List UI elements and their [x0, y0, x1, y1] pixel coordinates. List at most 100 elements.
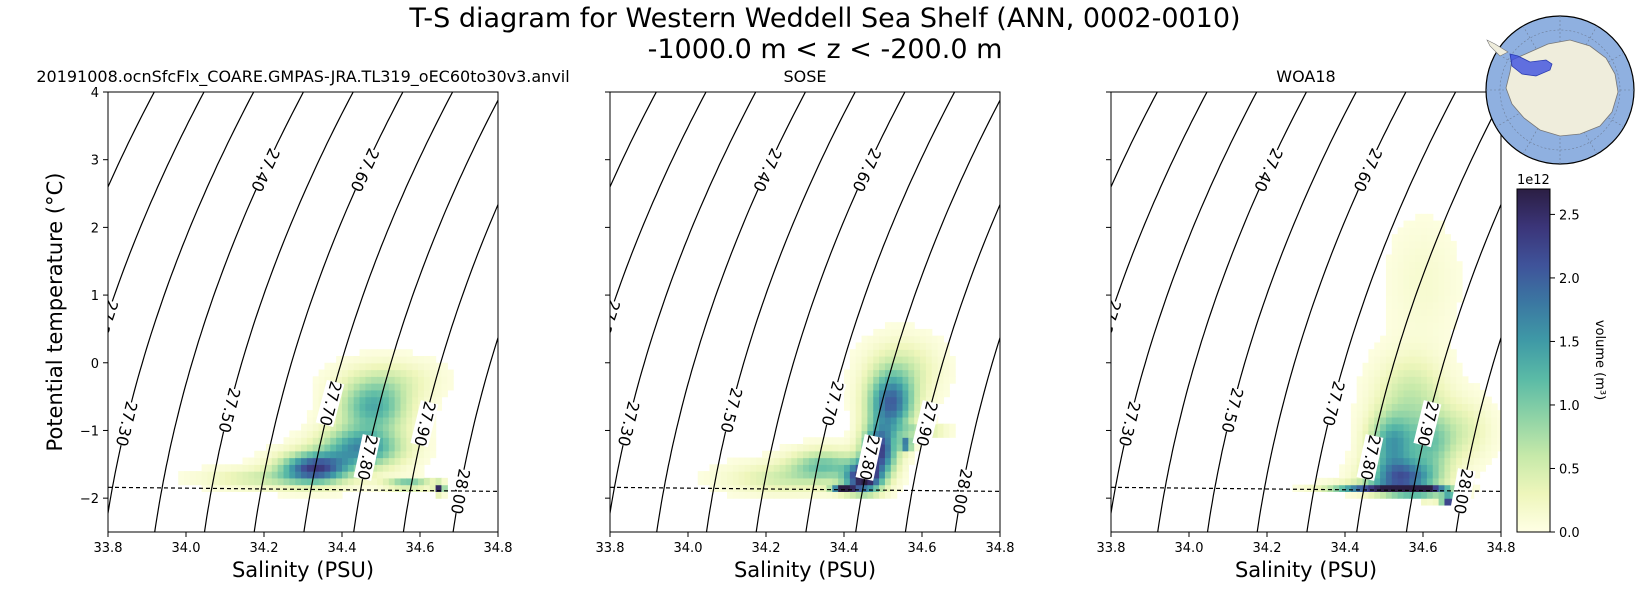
heatmap-cell [1432, 281, 1440, 289]
heatmap-cell [412, 403, 419, 411]
contour-label: 27.00 [550, 145, 587, 195]
heatmap-cell [943, 376, 950, 384]
heatmap-cell [394, 383, 402, 391]
heatmap-cell [931, 383, 939, 391]
heatmap-cell [1409, 416, 1416, 425]
heatmap-cell [394, 444, 402, 452]
heatmap-cell [727, 464, 734, 472]
heatmap-cell [943, 362, 950, 371]
density-contour-line [458, 92, 607, 532]
heatmap-cell [785, 484, 792, 492]
heatmap-cell [1415, 342, 1422, 350]
heatmap-cell [855, 457, 863, 465]
heatmap-cell [896, 396, 904, 404]
heatmap-cell [855, 389, 863, 398]
heatmap-cell [1397, 295, 1405, 303]
heatmap-cell [1426, 308, 1434, 316]
heatmap-cell [377, 369, 384, 377]
heatmap-cell [1432, 308, 1440, 316]
heatmap-cell [1421, 464, 1428, 472]
heatmap-cell [838, 491, 845, 499]
heatmap-cell [1380, 477, 1387, 486]
heatmap-cell [844, 484, 851, 492]
heatmap-cell [318, 444, 326, 452]
heatmap-cell [365, 362, 372, 371]
heatmap-cell [1362, 396, 1369, 404]
heatmap-cell [435, 491, 443, 499]
heatmap-cell [914, 335, 921, 344]
heatmap-cell [1368, 356, 1375, 364]
heatmap-cell [1385, 450, 1393, 459]
heatmap-cell [773, 477, 781, 486]
heatmap-cell [1391, 261, 1399, 269]
heatmap-cell [1374, 464, 1381, 472]
heatmap-cell [762, 484, 769, 492]
heatmap-cell [418, 477, 425, 486]
heatmap-cell [820, 477, 828, 486]
heatmap-cell [1450, 308, 1457, 316]
heatmap-cell [884, 322, 892, 330]
heatmap-cell [1385, 471, 1393, 479]
heatmap-cell [1426, 457, 1434, 465]
heatmap-cell [435, 403, 443, 411]
heatmap-cell [1409, 389, 1416, 398]
heatmap-cell [867, 410, 874, 418]
heatmap-cell [394, 450, 402, 459]
heatmap-cell [896, 464, 904, 472]
heatmap-cell [920, 356, 927, 364]
heatmap-cell [353, 484, 361, 492]
heatmap-cell [342, 396, 349, 404]
contour-label-bg [315, 379, 345, 427]
heatmap-cell [1456, 268, 1463, 276]
heatmap-cell [861, 403, 868, 411]
heatmap-cell [347, 389, 355, 398]
heatmap-cell [365, 484, 372, 492]
heatmap-cell [1403, 410, 1410, 418]
heatmap-cell [400, 423, 407, 432]
heatmap-cell [1426, 254, 1434, 262]
heatmap-cell [1450, 477, 1457, 486]
heatmap-cell [418, 484, 425, 492]
heatmap-cell [242, 477, 249, 486]
heatmap-cell [418, 464, 425, 472]
heatmap-cell [838, 457, 845, 465]
heatmap-cell [1426, 444, 1434, 452]
heatmap-cell [1450, 369, 1457, 377]
heatmap-cell [867, 484, 874, 492]
contour-label-bg [1115, 400, 1143, 448]
heatmap-cell [1415, 389, 1422, 398]
heatmap-cell [1409, 308, 1416, 316]
colorbar-tick-label: 1.0 [1559, 399, 1580, 414]
heatmap-cell [1403, 220, 1410, 228]
heatmap-cell [1421, 295, 1428, 303]
heatmap-cell [1415, 247, 1422, 256]
heatmap-cell [1380, 437, 1387, 445]
heatmap-cell [394, 396, 402, 404]
heatmap-cell [1438, 234, 1446, 242]
heatmap-cell [931, 362, 939, 371]
heatmap-cell [1421, 220, 1428, 228]
heatmap-cell [1415, 349, 1422, 357]
heatmap-cell [435, 383, 443, 391]
heatmap-cell [1426, 213, 1434, 222]
heatmap-cell [803, 491, 810, 499]
heatmap-cell [371, 356, 378, 364]
heatmap-cell [1397, 261, 1405, 269]
heatmap-cell [1409, 335, 1416, 344]
heatmap-cell [418, 356, 425, 364]
heatmap-cell [879, 416, 886, 425]
heatmap-cell [1350, 477, 1358, 486]
heatmap-cell [1444, 484, 1451, 492]
heatmap-cell [1450, 376, 1457, 384]
heatmap-cell [1438, 315, 1446, 323]
heatmap-cell [1368, 369, 1375, 377]
heatmap-cell [1421, 281, 1428, 289]
heatmap-cell [359, 477, 366, 486]
heatmap-cell [359, 423, 366, 432]
x-tick-label: 34.4 [328, 541, 357, 556]
heatmap-cell [265, 471, 273, 479]
heatmap-cell [1415, 261, 1422, 269]
heatmap-cell [920, 328, 927, 337]
heatmap-cell [896, 450, 904, 459]
heatmap-cell [260, 484, 267, 492]
